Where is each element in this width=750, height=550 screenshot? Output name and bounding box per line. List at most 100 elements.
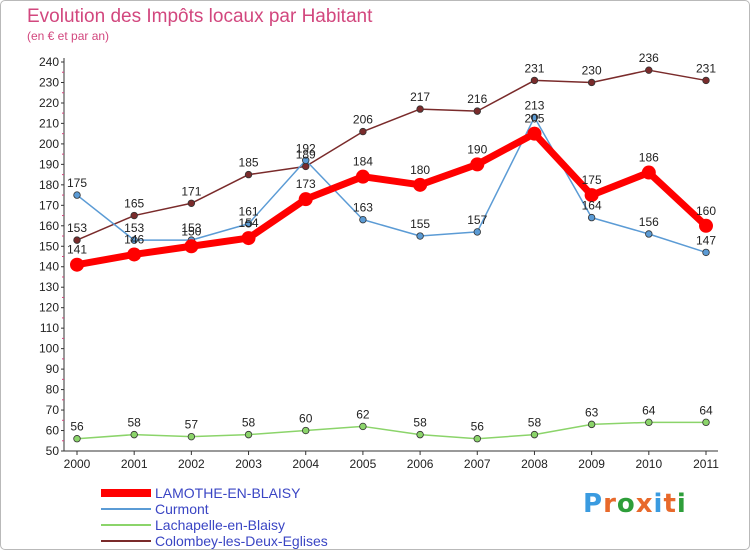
data-label: 146 — [124, 232, 144, 246]
data-label: 141 — [67, 243, 87, 257]
data-point — [473, 435, 481, 443]
data-label: 236 — [639, 51, 659, 65]
data-point — [302, 426, 310, 435]
data-point — [244, 430, 253, 439]
x-tick-label: 2011 — [693, 457, 719, 471]
data-label: 231 — [524, 61, 544, 75]
data-point — [130, 211, 138, 220]
logo-letter: i — [676, 489, 687, 519]
y-tick-label: 70 — [46, 403, 60, 417]
series-lines — [73, 69, 710, 440]
y-tick-label: 140 — [39, 260, 59, 274]
logo-letter: r — [603, 489, 617, 519]
data-point — [416, 430, 424, 439]
y-tick-label: 80 — [46, 383, 60, 397]
data-label: 184 — [353, 155, 373, 169]
data-point — [73, 191, 81, 199]
data-label: 189 — [296, 147, 316, 161]
data-point — [587, 420, 596, 429]
series-line-curmont — [76, 116, 707, 254]
data-point — [530, 76, 539, 85]
x-tick-label: 2006 — [407, 457, 434, 471]
data-label: 190 — [467, 142, 487, 156]
data-point — [584, 188, 599, 203]
data-point — [302, 156, 310, 164]
data-label: 155 — [410, 217, 430, 231]
data-label: 150 — [181, 224, 201, 238]
data-point — [413, 177, 428, 192]
data-point — [244, 170, 253, 179]
data-label: 153 — [181, 221, 201, 235]
x-tick-label: 2003 — [235, 457, 262, 471]
data-point — [130, 236, 138, 244]
data-label: 205 — [524, 112, 544, 126]
data-point — [702, 76, 710, 85]
data-label: 58 — [413, 416, 427, 430]
data-point — [302, 162, 310, 171]
y-tick-label: 130 — [39, 280, 59, 294]
data-label: 213 — [524, 98, 544, 112]
x-tick-label: 2009 — [578, 457, 605, 471]
data-point — [702, 418, 710, 427]
series-line-lamothe-en-blaisy — [73, 130, 710, 269]
y-tick-label: 90 — [46, 362, 60, 376]
data-label: 206 — [353, 113, 373, 127]
data-label: 62 — [356, 407, 370, 421]
legend-label: Lachapelle-en-Blaisy — [155, 517, 285, 533]
data-label: 216 — [467, 92, 487, 106]
data-point — [187, 432, 196, 441]
y-tick-label: 180 — [39, 178, 59, 192]
data-label: 58 — [242, 416, 256, 430]
data-label: 175 — [67, 176, 87, 190]
data-point — [473, 107, 481, 115]
data-point — [355, 169, 370, 184]
data-label: 175 — [582, 173, 602, 187]
y-tick-label: 60 — [46, 424, 60, 438]
data-point — [298, 192, 313, 207]
logo-letter: x — [635, 489, 654, 519]
x-tick-label: 2005 — [350, 457, 377, 471]
y-tick-label: 200 — [39, 137, 59, 151]
proxiti-logo: Proxiti — [583, 489, 687, 519]
data-point — [645, 230, 653, 238]
data-label: 154 — [239, 216, 259, 230]
data-point — [416, 232, 424, 240]
chart-title: Evolution des Impôts locaux par Habitant — [27, 6, 373, 27]
data-label: 157 — [467, 213, 487, 227]
legend: LAMOTHE-EN-BLAISYCurmontLachapelle-en-Bl… — [101, 485, 328, 549]
data-point — [587, 78, 596, 87]
legend-label: Curmont — [155, 501, 209, 517]
data-label: 185 — [239, 156, 259, 170]
data-labels: 153 165 171 185 189 206 217 216 231 230 236 231 56 58… — [67, 51, 716, 434]
data-label: 64 — [699, 403, 713, 417]
y-tick-label: 160 — [39, 219, 59, 233]
data-label: 186 — [639, 151, 659, 165]
y-tick-label: 150 — [39, 239, 59, 253]
y-tick-label: 110 — [40, 321, 59, 335]
data-label: 173 — [296, 177, 316, 191]
data-point — [244, 220, 253, 228]
data-point — [241, 231, 256, 246]
y-tick-label: 230 — [39, 75, 59, 89]
data-label: 58 — [128, 416, 142, 430]
data-point — [699, 218, 713, 233]
data-point — [73, 435, 81, 443]
y-tick-label: 170 — [39, 198, 59, 212]
data-label: 161 — [239, 205, 259, 219]
data-point — [530, 113, 539, 121]
logo-letter: P — [583, 489, 604, 519]
series-points — [70, 66, 713, 443]
x-tick-label: 2010 — [635, 457, 662, 471]
y-tick-label: 100 — [39, 342, 59, 356]
data-label: 217 — [410, 90, 430, 104]
x-tick-label: 2002 — [178, 457, 205, 471]
data-label: 153 — [67, 221, 87, 235]
y-tick-label: 220 — [39, 96, 59, 110]
data-label: 171 — [181, 184, 201, 198]
data-point — [70, 257, 84, 272]
x-tick-label: 2004 — [292, 457, 319, 471]
data-label: 164 — [582, 199, 602, 213]
data-point — [587, 213, 596, 222]
data-label: 63 — [585, 405, 599, 419]
